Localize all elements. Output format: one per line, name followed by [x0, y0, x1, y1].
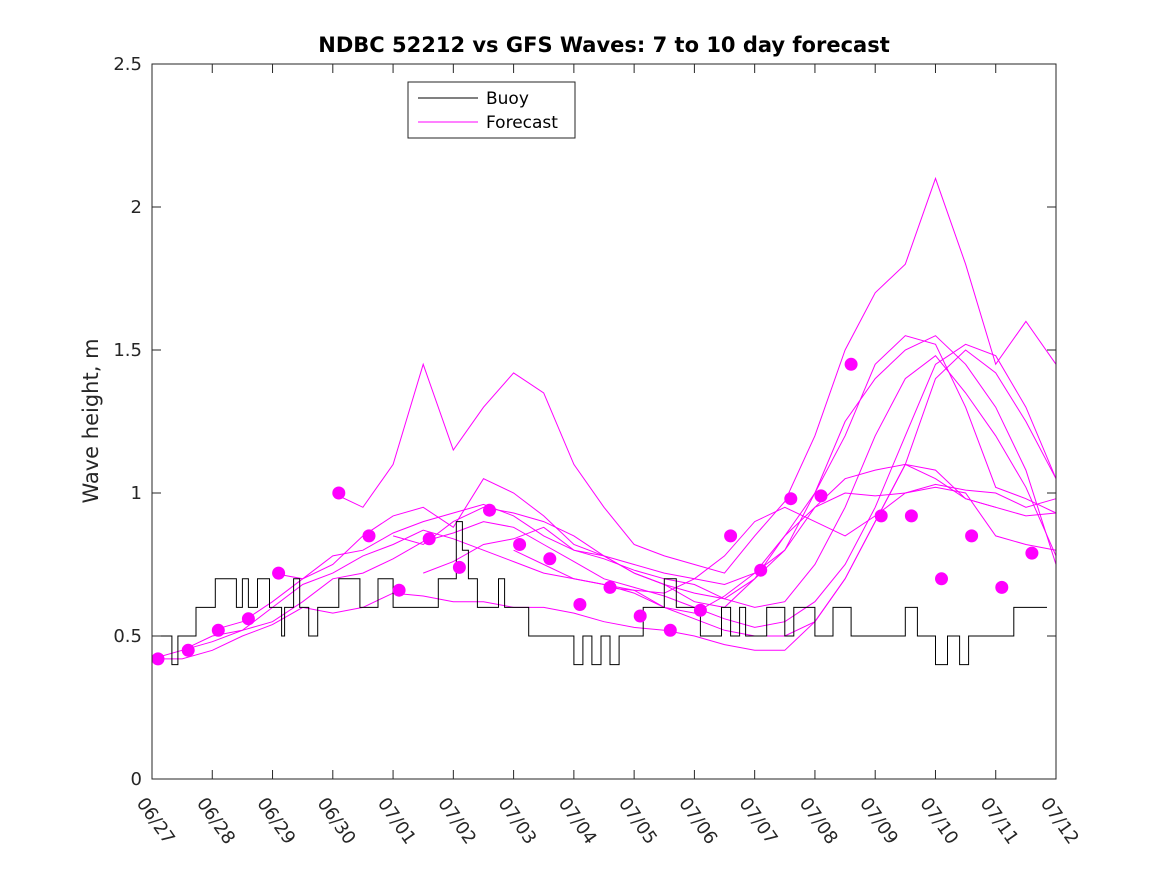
x-tick-label: 07/10 — [915, 794, 962, 849]
forecast-point — [995, 580, 1009, 594]
forecast-line-6 — [332, 176, 1057, 574]
forecast-point — [693, 603, 707, 617]
forecast-point — [422, 532, 436, 546]
forecast-point — [362, 529, 376, 543]
chart-title: NDBC 52212 vs GFS Waves: 7 to 10 day for… — [318, 33, 889, 57]
plot-frame — [151, 63, 1057, 780]
x-tick-label: 06/27 — [132, 794, 179, 849]
y-axis-label: Wave height, m — [79, 338, 103, 503]
y-tick-label: 1 — [131, 483, 142, 504]
forecast-point — [272, 566, 286, 580]
y-tick-label: 0.5 — [113, 626, 142, 647]
forecast-line-1 — [152, 463, 1057, 660]
x-tick-label: 06/30 — [313, 794, 360, 849]
x-tick-label: 07/08 — [795, 794, 842, 849]
x-tick-label: 07/07 — [735, 794, 782, 849]
forecast-line-3 — [181, 349, 1057, 651]
forecast-line-7 — [392, 335, 1057, 608]
x-tick-label: 07/02 — [433, 794, 480, 849]
forecast-point — [663, 623, 677, 637]
buoy-line — [152, 521, 1047, 666]
forecast-point — [603, 580, 617, 594]
forecast-point — [633, 609, 647, 623]
forecast-line-2 — [151, 343, 1057, 660]
forecast-point — [543, 552, 557, 566]
forecast-point — [392, 583, 406, 597]
x-tick-label: 07/12 — [1036, 794, 1083, 849]
forecast-point — [724, 529, 738, 543]
forecast-point — [814, 489, 828, 503]
forecast-point — [483, 503, 496, 517]
forecast-point — [573, 598, 587, 611]
forecast-point — [513, 538, 527, 551]
legend-forecast-label: Forecast — [486, 113, 558, 133]
x-tick-label: 07/11 — [976, 794, 1023, 849]
x-tick-label: 07/01 — [373, 794, 420, 849]
y-tick-label: 0 — [131, 769, 142, 790]
forecast-point — [965, 529, 979, 543]
forecast-point — [332, 486, 346, 500]
x-tick-label: 07/04 — [554, 794, 601, 849]
x-tick-label: 07/06 — [674, 794, 721, 849]
legend-box — [407, 81, 576, 139]
forecast-point — [241, 612, 255, 626]
forecast-point — [151, 652, 165, 666]
x-tick-label: 07/09 — [855, 794, 902, 849]
forecast-point — [452, 560, 466, 574]
y-tick-label: 2.5 — [113, 54, 142, 75]
forecast-line-9 — [513, 486, 1057, 594]
forecast-point — [1025, 546, 1039, 560]
forecast-line-4 — [212, 355, 1057, 631]
x-tick-label: 07/05 — [614, 794, 661, 849]
y-tick-label: 1.5 — [113, 340, 142, 361]
forecast-point — [211, 623, 225, 637]
forecast-point — [874, 509, 888, 523]
y-tick-label: 2 — [131, 197, 142, 218]
x-tick-label: 06/29 — [252, 794, 299, 849]
forecast-line-8 — [423, 463, 996, 586]
forecast-point — [181, 643, 195, 657]
forecast-point — [844, 357, 858, 371]
series-layer — [151, 176, 1057, 666]
x-tick-label: 06/28 — [192, 794, 239, 849]
forecast-point — [754, 563, 768, 577]
forecast-line-10 — [603, 483, 1057, 614]
forecast-point — [904, 509, 918, 523]
axes-layer: 0 0.5 1 1.5 2 2.5 06/27 06/28 06/29 06/30 07/01 07/… — [113, 54, 1083, 848]
forecast-point — [935, 572, 948, 586]
forecast-point — [784, 492, 798, 506]
x-tick-label: 07/03 — [494, 794, 541, 849]
legend-buoy-label: Buoy — [486, 89, 529, 109]
legend: Buoy Forecast — [407, 81, 576, 139]
